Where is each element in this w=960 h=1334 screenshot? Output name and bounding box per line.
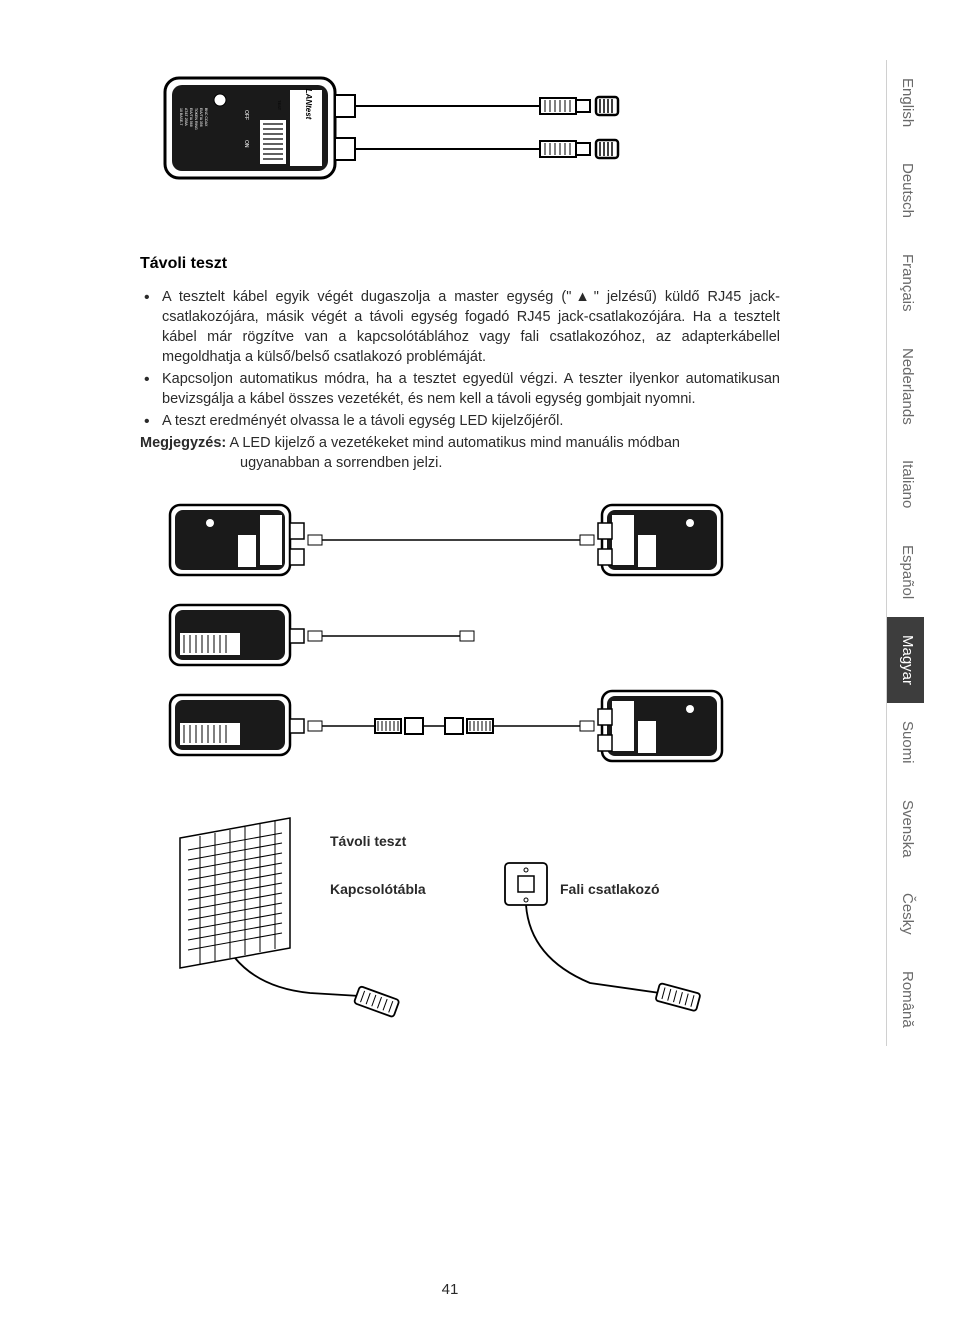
lang-tab-deutsch[interactable]: Deutsch <box>886 145 924 236</box>
lang-tab-italiano[interactable]: Italiano <box>886 442 924 526</box>
lang-tab-magyar[interactable]: Magyar <box>886 617 924 703</box>
svg-text:ON: ON <box>243 140 249 148</box>
page-number: 41 <box>0 1281 900 1298</box>
language-tabs: English Deutsch Français Nederlands Ital… <box>886 60 924 1046</box>
svg-text:TOKEN RING: TOKEN RING <box>194 108 198 130</box>
content-block: Távoli teszt A tesztelt kábel egyik végé… <box>140 255 780 473</box>
lang-tab-svenska[interactable]: Svenska <box>886 782 924 876</box>
bullet-item: A teszt eredményét olvassa le a távoli e… <box>140 411 780 431</box>
note-text: A LED kijelző a vezetékeket mind automat… <box>226 435 680 451</box>
lang-tab-cesky[interactable]: Česky <box>886 875 924 953</box>
lang-tab-francais[interactable]: Français <box>886 236 924 330</box>
svg-text:Fali csatlakozó: Fali csatlakozó <box>560 881 660 897</box>
bullet-item: Kapcsoljon automatikus módra, ha a teszt… <box>140 369 780 409</box>
svg-text:EIA/TIA 356: EIA/TIA 356 <box>199 108 203 127</box>
note-block: Megjegyzés: A LED kijelző a vezetékeket … <box>140 433 780 473</box>
lang-tab-suomi[interactable]: Suomi <box>886 703 924 782</box>
lang-tab-espanol[interactable]: Español <box>886 527 924 617</box>
document-page: English Deutsch Français Nederlands Ital… <box>0 0 960 1334</box>
lang-tab-romana[interactable]: Română <box>886 953 924 1046</box>
svg-text:BNC COAX: BNC COAX <box>204 108 208 127</box>
svg-text:LANtest: LANtest <box>304 89 313 120</box>
bullet-item: A tesztelt kábel egyik végét dugaszolja … <box>140 287 780 367</box>
bottom-diagram: Távoli teszt Kapcsolótábla Fali csatlako… <box>160 808 860 1023</box>
bullet-list: A tesztelt kábel egyik végét dugaszolja … <box>140 287 780 431</box>
svg-text:10 BASE-T: 10 BASE-T <box>179 108 183 126</box>
svg-text:EIA/TIA 568: EIA/TIA 568 <box>189 108 193 127</box>
middle-diagram-set <box>160 493 860 798</box>
note-label: Megjegyzés: <box>140 435 226 451</box>
svg-text:AT&T 258A: AT&T 258A <box>184 108 188 126</box>
svg-text:Kapcsolótábla: Kapcsolótábla <box>330 881 426 897</box>
svg-text:OFF: OFF <box>243 110 249 120</box>
lang-tab-nederlands[interactable]: Nederlands <box>886 330 924 443</box>
note-text-line2: ugyanabban a sorrendben jelzi. <box>140 453 780 473</box>
svg-text:TEST: TEST <box>277 100 282 111</box>
section-title: Távoli teszt <box>140 255 780 273</box>
lang-tab-english[interactable]: English <box>886 60 924 145</box>
svg-text:Távoli teszt: Távoli teszt <box>330 833 407 849</box>
top-device-diagram: LANtest 10 BASE-T AT&T 258A EIA/TIA 568 … <box>150 60 860 225</box>
